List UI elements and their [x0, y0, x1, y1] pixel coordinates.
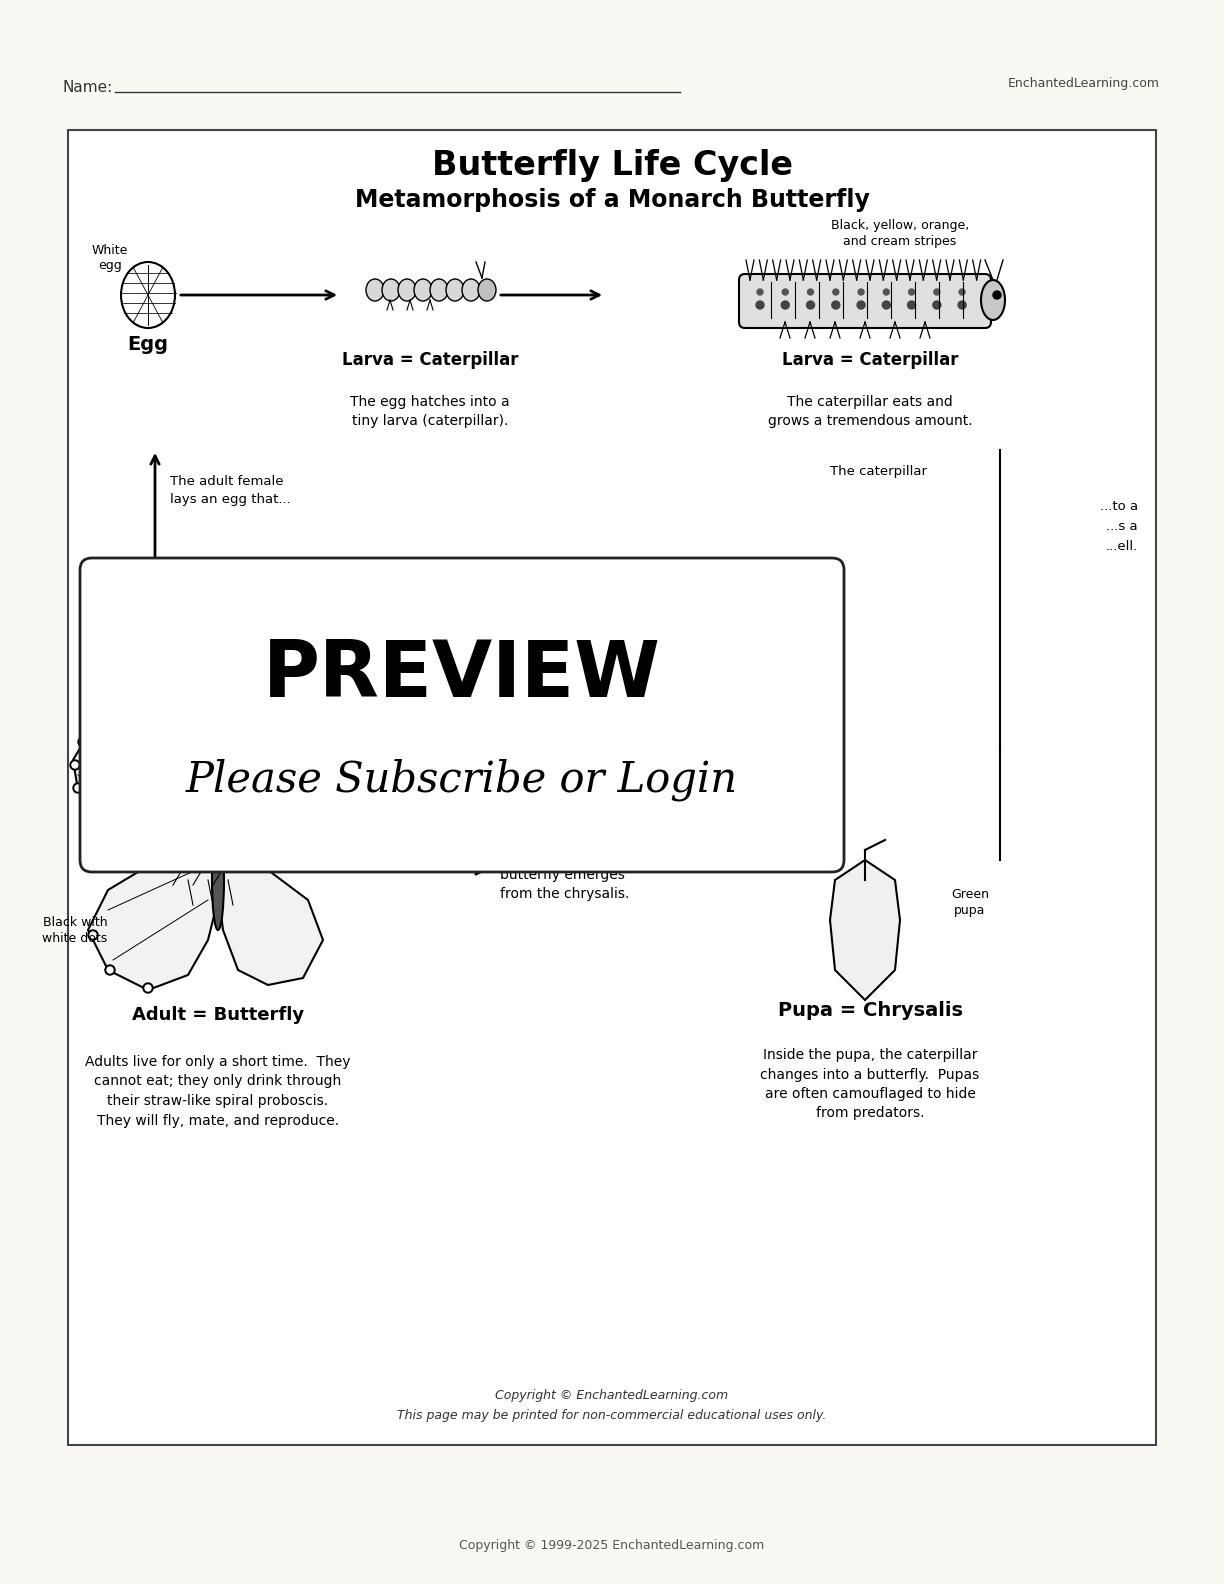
Text: Black with
white dots: Black with white dots — [43, 916, 108, 944]
Text: Pupa = Chrysalis: Pupa = Chrysalis — [777, 1001, 962, 1020]
Polygon shape — [73, 730, 218, 840]
FancyBboxPatch shape — [739, 274, 991, 328]
Text: Please Subscribe or Login: Please Subscribe or Login — [186, 759, 738, 802]
Circle shape — [832, 288, 838, 295]
Circle shape — [88, 930, 98, 939]
Text: ...to a: ...to a — [1100, 501, 1138, 513]
Text: ...ell.: ...ell. — [1105, 540, 1138, 553]
Text: Larva = Caterpillar: Larva = Caterpillar — [341, 352, 518, 369]
Text: The adult female
lays an egg that...: The adult female lays an egg that... — [170, 475, 291, 505]
Circle shape — [188, 770, 197, 778]
Text: Copyright © EnchantedLearning.com: Copyright © EnchantedLearning.com — [496, 1389, 728, 1402]
Circle shape — [126, 729, 130, 732]
Circle shape — [89, 751, 97, 759]
Text: This page may be printed for non-commercial educational uses only.: This page may be printed for non-commerc… — [398, 1408, 826, 1421]
Circle shape — [73, 782, 83, 794]
Text: White
egg: White egg — [92, 244, 129, 272]
Text: Egg: Egg — [127, 336, 169, 355]
Text: The egg hatches into a
tiny larva (caterpillar).: The egg hatches into a tiny larva (cater… — [350, 394, 510, 429]
Polygon shape — [88, 830, 218, 990]
Circle shape — [756, 288, 763, 295]
Circle shape — [144, 985, 151, 992]
Ellipse shape — [980, 280, 1005, 320]
Ellipse shape — [398, 279, 416, 301]
Text: Adults live for only a short time.  They
cannot eat; they only drink through
the: Adults live for only a short time. They … — [86, 1055, 351, 1128]
Circle shape — [125, 727, 131, 733]
Circle shape — [858, 288, 864, 295]
Circle shape — [208, 816, 228, 835]
Ellipse shape — [366, 279, 384, 301]
Circle shape — [105, 965, 115, 976]
Circle shape — [93, 813, 103, 824]
Ellipse shape — [121, 261, 175, 328]
Text: Black
body: Black body — [293, 811, 327, 840]
Circle shape — [934, 288, 940, 295]
Circle shape — [808, 288, 814, 295]
Text: Copyright © 1999-2025 EnchantedLearning.com: Copyright © 1999-2025 EnchantedLearning.… — [459, 1538, 765, 1551]
Text: Inside the pupa, the caterpillar
changes into a butterfly.  Pupas
are often camo: Inside the pupa, the caterpillar changes… — [760, 1049, 979, 1120]
Circle shape — [832, 301, 840, 309]
Text: Larva = Caterpillar: Larva = Caterpillar — [782, 352, 958, 369]
Circle shape — [106, 738, 110, 741]
Polygon shape — [218, 830, 323, 985]
Circle shape — [958, 301, 966, 309]
Circle shape — [883, 301, 890, 309]
Polygon shape — [830, 860, 900, 1000]
Ellipse shape — [414, 279, 432, 301]
Circle shape — [907, 301, 916, 309]
Circle shape — [75, 786, 81, 790]
Ellipse shape — [446, 279, 464, 301]
Circle shape — [95, 816, 102, 821]
Circle shape — [756, 301, 764, 309]
Ellipse shape — [382, 279, 400, 301]
Text: Butterfly Life Cycle: Butterfly Life Cycle — [432, 149, 792, 182]
Text: The caterpillar eats and
grows a tremendous amount.: The caterpillar eats and grows a tremend… — [767, 394, 972, 429]
Circle shape — [143, 984, 153, 993]
Text: Green
pupa: Green pupa — [951, 889, 989, 917]
Circle shape — [908, 288, 914, 295]
Ellipse shape — [212, 830, 224, 930]
Circle shape — [781, 301, 789, 309]
Ellipse shape — [479, 279, 496, 301]
Circle shape — [70, 760, 80, 770]
Circle shape — [933, 301, 941, 309]
Text: EnchantedLearning.com: EnchantedLearning.com — [1009, 76, 1160, 90]
Circle shape — [104, 737, 111, 743]
Circle shape — [78, 737, 88, 748]
Circle shape — [72, 762, 78, 768]
Text: PREVIEW: PREVIEW — [263, 637, 661, 713]
Circle shape — [80, 740, 86, 744]
Text: Black, yellow, orange,
and cream stripes: Black, yellow, orange, and cream stripes — [831, 219, 969, 247]
Ellipse shape — [461, 279, 480, 301]
Text: Adult = Butterfly: Adult = Butterfly — [132, 1006, 304, 1023]
Text: The caterpillar: The caterpillar — [830, 466, 927, 478]
Circle shape — [234, 770, 242, 778]
Circle shape — [91, 931, 95, 938]
Circle shape — [884, 288, 890, 295]
Ellipse shape — [430, 279, 448, 301]
Polygon shape — [218, 749, 343, 835]
Circle shape — [91, 752, 95, 757]
Circle shape — [807, 301, 814, 309]
FancyBboxPatch shape — [69, 130, 1155, 1445]
Text: Name:: Name: — [62, 81, 113, 95]
Circle shape — [782, 288, 788, 295]
Text: ...s a: ...s a — [1106, 520, 1138, 532]
Circle shape — [960, 288, 965, 295]
Text: Metamorphosis of a Monarch Butterfly: Metamorphosis of a Monarch Butterfly — [355, 188, 869, 212]
FancyBboxPatch shape — [80, 558, 845, 873]
Text: A fully-grown adult
butterfly emerges
from the chrysalis.: A fully-grown adult butterfly emerges fr… — [499, 847, 632, 901]
Circle shape — [106, 966, 113, 973]
Circle shape — [857, 301, 865, 309]
Circle shape — [993, 291, 1001, 299]
